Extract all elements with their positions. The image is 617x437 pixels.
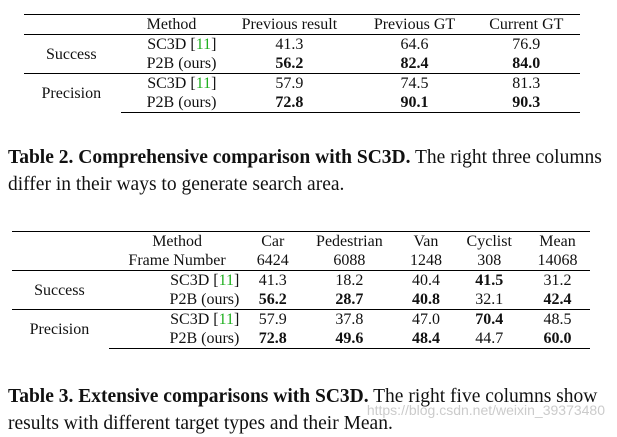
value-cell: 56.2 (258, 291, 287, 308)
table-row: P2B (ours) 56.2 82.4 84.0 (24, 54, 580, 74)
table-3: Method Car Pedestrian Van Cyclist Mean F… (12, 231, 590, 349)
group-label: Success (12, 270, 109, 310)
table-row: P2B (ours) 72.8 49.6 48.4 44.7 60.0 (12, 329, 590, 349)
header-cell (12, 231, 109, 251)
citation-link[interactable]: 11 (218, 272, 234, 289)
method-cell: SC3D [11] (120, 34, 223, 54)
value-cell: 57.9 (222, 73, 357, 93)
value-cell: 90.1 (356, 93, 473, 113)
caption-text: The right three columns differ in their … (8, 147, 602, 195)
table-2-caption: Table 2. Comprehensive comparison with S… (8, 144, 612, 198)
value-cell: 81.3 (472, 73, 580, 93)
table-row: P2B (ours) 56.2 28.7 40.8 32.1 42.4 (12, 290, 590, 310)
value-cell: 76.9 (472, 34, 580, 54)
value-cell: 44.7 (453, 329, 526, 349)
header-cell: Car (245, 231, 301, 251)
value-cell: 64.6 (356, 34, 473, 54)
method-cell: SC3D [11] (120, 73, 223, 93)
header-cell (24, 14, 121, 35)
value-cell: 47.0 (398, 309, 454, 329)
subheader-cell: 14068 (537, 252, 578, 269)
value-cell: 72.8 (222, 93, 357, 113)
caption-lead: Table 2. Comprehensive comparison with S… (8, 147, 411, 168)
value-cell: 41.5 (453, 270, 526, 290)
method-name: P2B (ours) (146, 55, 217, 72)
value-cell: 72.8 (245, 329, 301, 349)
value-cell: 60.0 (525, 329, 590, 349)
value-cell: 18.2 (300, 270, 399, 290)
subheader-cell: 6424 (256, 252, 289, 269)
table-row: Success SC3D [11] 41.3 64.6 76.9 (24, 34, 580, 74)
header-cell: Van (398, 231, 454, 251)
table-row: Precision SC3D [11] 57.9 37.8 47.0 70.4 48.5 (12, 309, 590, 349)
method-cell: SC3D [11] (108, 270, 246, 290)
subheader-cell: Frame Number (128, 252, 226, 269)
header-cell: Previous GT (356, 14, 473, 35)
value-cell: 28.7 (335, 291, 364, 308)
table-header-row: Method Car Pedestrian Van Cyclist Mean (12, 231, 590, 251)
table-subheader-row: Frame Number 6424 6088 1248 308 14068 (12, 251, 590, 271)
method-name: P2B (ours) (169, 291, 240, 308)
method-name: P2B (ours) (169, 330, 240, 347)
caption-lead: Table 3. Extensive comparisons with SC3D… (8, 386, 369, 407)
caption-text: The right five columns show results with… (8, 386, 598, 434)
method-name: SC3D (147, 75, 187, 92)
method-name: P2B (ours) (146, 94, 217, 111)
header-cell: Method (108, 231, 246, 251)
table-3-caption: Table 3. Extensive comparisons with SC3D… (8, 383, 612, 437)
method-cell: SC3D [11] (108, 309, 246, 329)
value-cell: 32.1 (475, 291, 504, 308)
value-cell: 40.4 (398, 270, 454, 290)
value-cell: 48.4 (398, 329, 454, 349)
citation-link[interactable]: 11 (195, 36, 212, 53)
value-cell: 82.4 (400, 55, 429, 72)
group-label: Success (24, 34, 121, 74)
citation-link[interactable]: 11 (195, 75, 212, 92)
table-row: Precision SC3D [11] 57.9 74.5 81.3 (24, 73, 580, 113)
value-cell: 42.4 (543, 291, 572, 308)
header-cell: Method (120, 14, 223, 35)
method-cell: P2B (ours) (108, 329, 246, 349)
subheader-cell: 1248 (409, 252, 442, 269)
method-name: SC3D (170, 311, 210, 328)
value-cell: 31.2 (525, 270, 590, 290)
table-header-row: Method Previous result Previous GT Curre… (24, 14, 580, 35)
table-row: P2B (ours) 72.8 90.1 90.3 (24, 93, 580, 113)
group-label: Precision (12, 309, 109, 349)
subheader-cell: 6088 (333, 252, 366, 269)
watermark-text: https://blog.csdn.net/weixin_39373480 (366, 402, 605, 418)
value-cell: 90.3 (472, 93, 580, 113)
value-cell: 41.3 (245, 270, 301, 290)
value-cell: 49.6 (300, 329, 399, 349)
method-cell: P2B (ours) (120, 93, 223, 113)
value-cell: 56.2 (275, 55, 304, 72)
header-cell: Pedestrian (300, 231, 399, 251)
value-cell: 84.0 (512, 55, 541, 72)
header-cell: Mean (525, 231, 590, 251)
method-name: SC3D (147, 36, 187, 53)
citation-link[interactable]: 11 (218, 311, 234, 328)
method-cell: P2B (ours) (121, 54, 223, 74)
table-2: Method Previous result Previous GT Curre… (24, 14, 580, 113)
value-cell: 70.4 (453, 309, 526, 329)
value-cell: 40.8 (411, 291, 440, 308)
value-cell: 37.8 (300, 309, 399, 329)
header-cell: Current GT (472, 14, 580, 35)
value-cell: 41.3 (222, 34, 357, 54)
subheader-cell (12, 251, 109, 271)
value-cell: 57.9 (245, 309, 301, 329)
value-cell: 48.5 (525, 309, 590, 329)
header-cell: Previous result (222, 14, 357, 35)
group-label: Precision (24, 73, 121, 113)
subheader-cell: 308 (477, 252, 502, 269)
header-cell: Cyclist (453, 231, 526, 251)
table-row: Success SC3D [11] 41.3 18.2 40.4 41.5 31.2 (12, 270, 590, 310)
method-name: SC3D (170, 272, 210, 289)
method-cell: P2B (ours) (109, 290, 246, 310)
value-cell: 74.5 (356, 73, 473, 93)
